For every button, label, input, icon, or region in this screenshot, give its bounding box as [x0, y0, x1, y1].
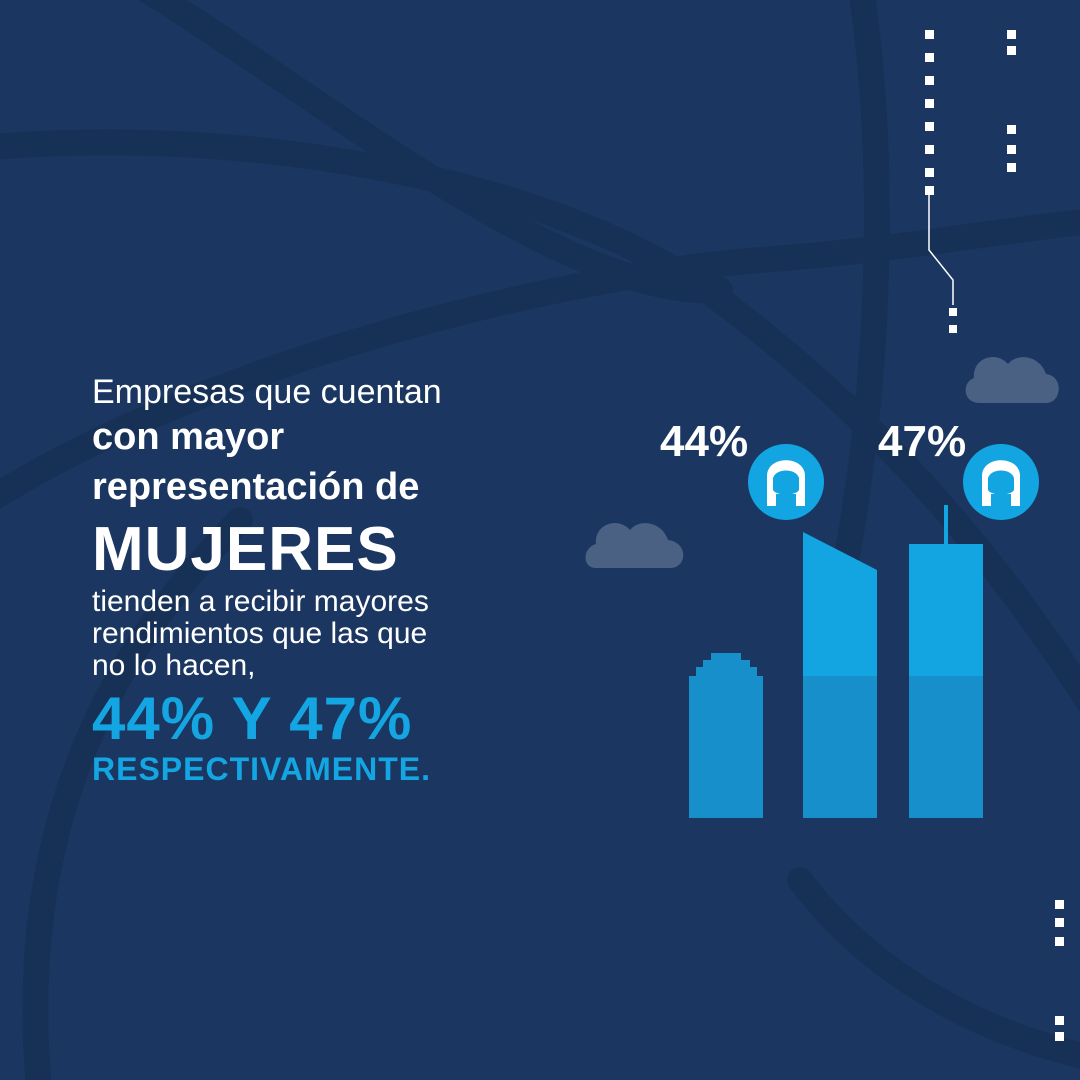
- building-47: [909, 505, 983, 818]
- woman-icon: [748, 444, 824, 520]
- bg-curve-6: [787, 867, 1080, 1069]
- dotted-decoration-bottom: [1055, 900, 1064, 1041]
- headline-line-1: Empresas que cuentan: [92, 373, 442, 411]
- woman-icon: [963, 444, 1039, 520]
- body-line-2: rendimientos que las que: [92, 617, 428, 650]
- dotted-decoration-top: [925, 30, 1016, 333]
- body-line-1: tienden a recibir mayores: [92, 585, 429, 618]
- bg-curve-3: [138, 0, 733, 304]
- connector-line: [928, 195, 954, 305]
- bg-curve-5: [817, 0, 890, 653]
- highlight-respectivamente: RESPECTIVAMENTE.: [92, 751, 431, 787]
- body-line-3: no lo hacen,: [92, 649, 256, 682]
- headline-mujeres: MUJERES: [92, 515, 399, 584]
- building-44: [803, 532, 877, 818]
- cloud-icon: [965, 356, 1059, 403]
- badge-value-47: 47%: [878, 417, 967, 466]
- headline-block: Empresas que cuentan con mayor represent…: [92, 372, 552, 788]
- highlight-percentages: 44% Y 47%: [92, 685, 413, 752]
- headline-line-3: representación de: [92, 466, 420, 508]
- cloud-icon: [585, 522, 684, 568]
- headline-line-2: con mayor: [92, 416, 285, 458]
- bg-curve-4: [22, 507, 253, 1080]
- badge-value-44: 44%: [660, 417, 749, 466]
- building-small: [689, 653, 763, 818]
